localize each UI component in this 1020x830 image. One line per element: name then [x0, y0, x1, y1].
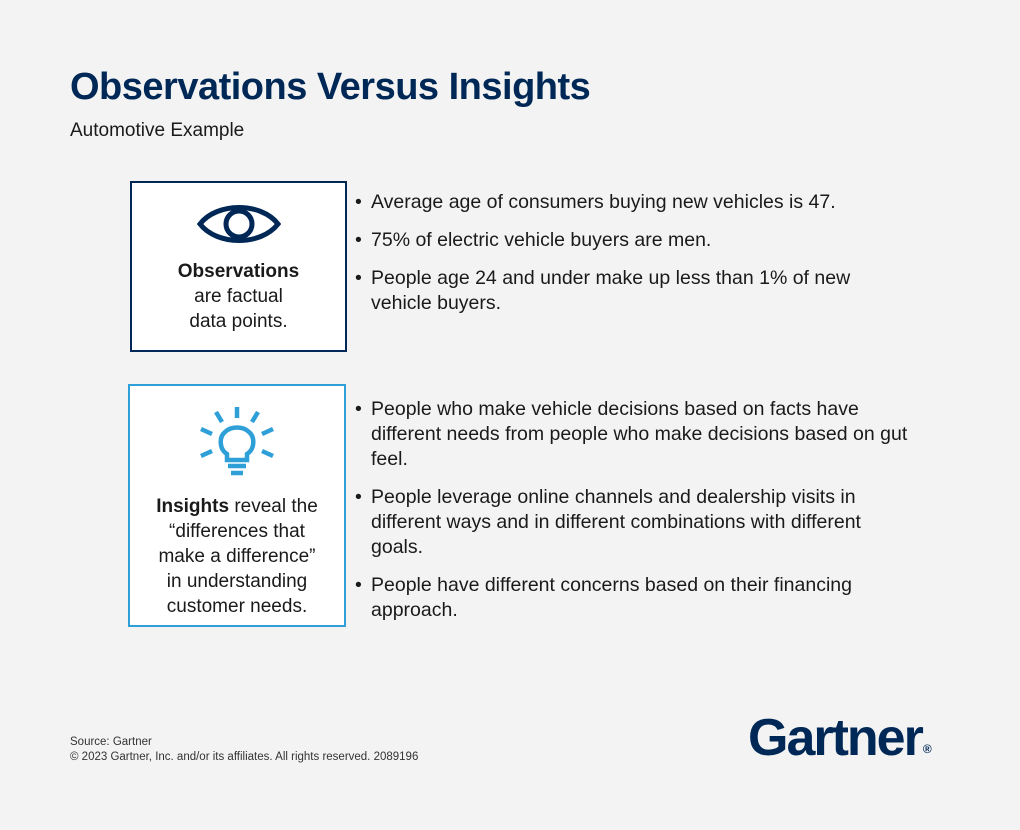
insights-line-1: reveal the [229, 496, 318, 517]
observations-card: Observations are factual data points. [130, 181, 347, 352]
list-item: Average age of consumers buying new vehi… [355, 190, 915, 215]
source-line: Source: Gartner [70, 736, 152, 748]
observations-list: Average age of consumers buying new vehi… [355, 190, 915, 329]
page-title: Observations Versus Insights [70, 66, 591, 108]
list-item: 75% of electric vehicle buyers are men. [355, 228, 915, 253]
insights-line-5: customer needs. [166, 596, 308, 617]
insights-card: Insights reveal the “differences that ma… [128, 384, 346, 627]
source-note: Source: Gartner © 2023 Gartner, Inc. and… [70, 735, 418, 765]
observations-description: Observations are factual data points. [132, 259, 345, 334]
insights-line-3: make a difference” [158, 546, 316, 567]
lightbulb-icon [200, 407, 274, 476]
insights-list: People who make vehicle decisions based … [355, 397, 915, 636]
list-item: People have different concerns based on … [355, 573, 915, 623]
insights-line-4: in understanding [166, 571, 308, 592]
observations-line-1: are factual [194, 286, 283, 307]
logo-text: Gartner [748, 709, 924, 767]
insights-description: Insights reveal the “differences that ma… [130, 494, 344, 619]
list-item: People who make vehicle decisions based … [355, 397, 915, 472]
page-subtitle: Automotive Example [70, 120, 245, 141]
observations-line-2: data points. [189, 311, 288, 332]
list-item: People leverage online channels and deal… [355, 485, 915, 560]
copyright-line: © 2023 Gartner, Inc. and/or its affiliat… [70, 751, 419, 763]
eye-icon [196, 205, 281, 243]
insights-label: Insights [156, 496, 230, 517]
observations-label: Observations [177, 261, 300, 282]
list-item: People age 24 and under make up less tha… [355, 266, 915, 316]
insights-line-2: “differences that [169, 521, 305, 542]
gartner-logo: Gartner® [748, 708, 932, 768]
registered-mark: ® [922, 742, 932, 756]
